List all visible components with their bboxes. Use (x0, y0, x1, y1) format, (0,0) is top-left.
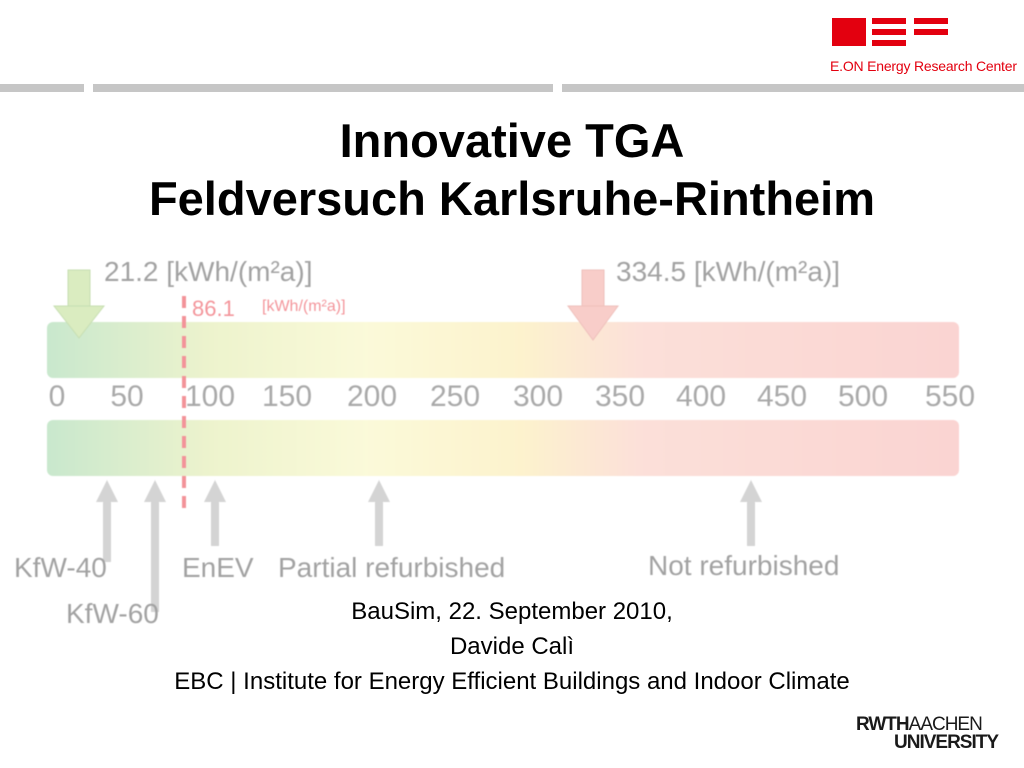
tick-label: 350 (594, 380, 646, 413)
label-kfw60: KfW-60 (66, 598, 159, 629)
tick-label: 200 (346, 380, 398, 413)
tick-label: 400 (675, 380, 727, 413)
slide-title: Innovative TGA Feldversuch Karlsruhe-Rin… (0, 112, 1024, 228)
tick-label: 500 (837, 380, 889, 413)
grey-up-arrows-icon (96, 480, 762, 612)
rwth-logo-part2: AACHEN (908, 714, 983, 735)
label-enev: EnEV (182, 552, 254, 583)
green-down-arrow-icon (52, 269, 106, 339)
tick-label: 300 (512, 380, 564, 413)
header-bar-right (562, 84, 1024, 92)
header-bar-middle (93, 84, 553, 92)
red-down-arrow-icon (567, 269, 619, 341)
tick-label: 150 (261, 380, 313, 413)
event-date: BauSim, 22. September 2010, (351, 598, 673, 625)
tick-label: 0 (48, 380, 66, 413)
label-not-refurbished: Not refurbished (648, 550, 840, 581)
eon-logo-text: E.ON Energy Research Center (830, 58, 1017, 74)
author-name: Davide Calì (449, 633, 575, 660)
tick-label: 450 (756, 380, 808, 413)
rwth-logo-part1: RWTH (856, 714, 910, 735)
label-kfw40: KfW-40 (14, 552, 107, 583)
title-line-2: Feldversuch Karlsruhe-Rintheim (148, 172, 876, 225)
dashed-value-label: 86.1 (192, 296, 235, 321)
rwth-aachen-logo: RWTHAACHEN UNIVERSITY (856, 714, 999, 753)
dashed-unit-label: [kWh/(m²a)] (262, 298, 346, 315)
tick-label: 50 (110, 380, 144, 413)
title-line-1: Innovative TGA (339, 114, 685, 167)
label-partial-refurbished: Partial refurbished (278, 552, 506, 583)
header-bar-left (0, 84, 84, 92)
tick-label: 250 (429, 380, 481, 413)
figure-markers (52, 269, 762, 612)
institute-name: EBC | Institute for Energy Efficient Bui… (174, 668, 850, 695)
eon-logo-icon (832, 18, 948, 46)
tick-label: 550 (924, 380, 976, 413)
rwth-logo-part3: UNIVERSITY (894, 732, 999, 753)
energy-scale-figure: 21.2 [kWh/(m²a)] 334.5 [kWh/(m²a)] 86.1 … (0, 240, 1024, 640)
tick-label: 100 (184, 380, 236, 413)
energy-band-top (47, 322, 959, 378)
energy-band-bottom (47, 420, 959, 476)
right-value-label: 334.5 [kWh/(m²a)] (616, 256, 841, 287)
presentation-info: BauSim, 22. September 2010, Davide Calì … (0, 594, 1024, 699)
left-value-label: 21.2 [kWh/(m²a)] (104, 256, 313, 287)
